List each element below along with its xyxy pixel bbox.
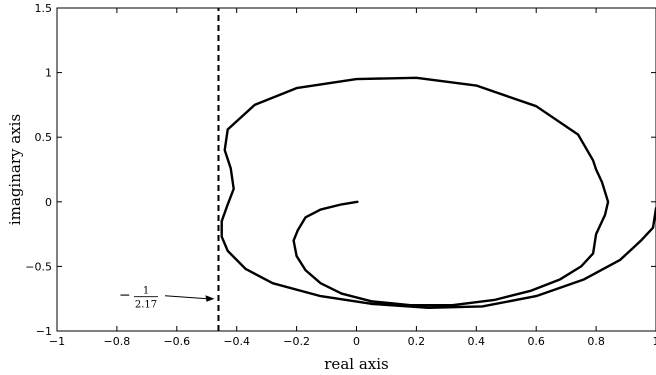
y-tick-label: −1 (36, 325, 52, 338)
y-axis-label: imaginary axis (6, 114, 24, 225)
x-tick-label: −0.6 (163, 335, 190, 348)
annotation-minus-sign: − (119, 288, 131, 304)
annotation-denominator: 2.17 (135, 300, 157, 311)
plot-frame (56, 7, 656, 332)
x-tick-label: −0.4 (223, 335, 250, 348)
x-axis-label: real axis (324, 355, 388, 373)
x-axis: −1−0.8−0.6−0.4−0.200.20.40.60.81 (49, 8, 656, 348)
y-tick-label: 1 (45, 67, 52, 80)
annotation-arrow (164, 295, 208, 300)
x-tick-label: 0 (353, 335, 360, 348)
y-tick-label: 0.5 (35, 131, 53, 144)
y-axis: −1−0.500.511.5 (25, 2, 656, 338)
x-tick-label: 0.6 (527, 335, 545, 348)
x-tick-label: 0.2 (408, 335, 426, 348)
y-tick-label: 1.5 (35, 2, 53, 15)
annotation-arrowhead (205, 295, 215, 302)
annotation-numerator: 1 (143, 286, 149, 297)
series-layer (217, 8, 656, 331)
y-tick-label: 0 (45, 196, 52, 209)
annotation-layer: − 1 2.17 (119, 286, 215, 311)
y-tick-label: −0.5 (25, 260, 52, 273)
nyquist-curve (220, 76, 656, 309)
x-tick-label: 0.8 (587, 335, 605, 348)
plot-area: −1−0.8−0.6−0.4−0.200.20.40.60.81 −1−0.50… (25, 2, 656, 348)
x-tick-label: −1 (49, 335, 65, 348)
x-tick-label: 1 (653, 335, 656, 348)
x-tick-label: −0.8 (104, 335, 131, 348)
x-tick-label: −0.2 (283, 335, 310, 348)
x-tick-label: 0.4 (468, 335, 486, 348)
